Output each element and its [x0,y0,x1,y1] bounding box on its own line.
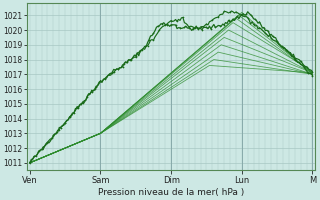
X-axis label: Pression niveau de la mer( hPa ): Pression niveau de la mer( hPa ) [98,188,244,197]
